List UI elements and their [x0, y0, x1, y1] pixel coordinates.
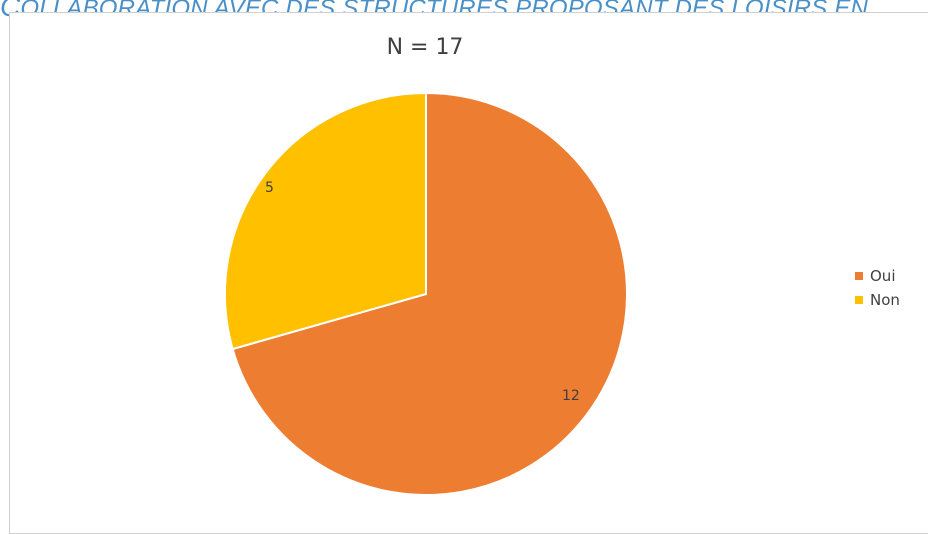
pie-slice-oui	[231, 91, 628, 496]
legend-swatch-oui	[855, 272, 863, 280]
data-label-non: 5	[265, 180, 274, 196]
legend-swatch-non	[855, 296, 863, 304]
data-label-oui: 12	[562, 388, 580, 404]
legend-item-oui[interactable]: Oui	[855, 264, 900, 288]
legend-label-non: Non	[870, 291, 900, 309]
legend-label-oui: Oui	[870, 267, 896, 285]
legend-item-non[interactable]: Non	[855, 288, 900, 312]
chart-title: N = 17	[386, 35, 464, 60]
chart-legend: Oui Non	[855, 264, 900, 312]
pie-chart	[224, 91, 628, 496]
pie-slice-non	[224, 91, 427, 351]
